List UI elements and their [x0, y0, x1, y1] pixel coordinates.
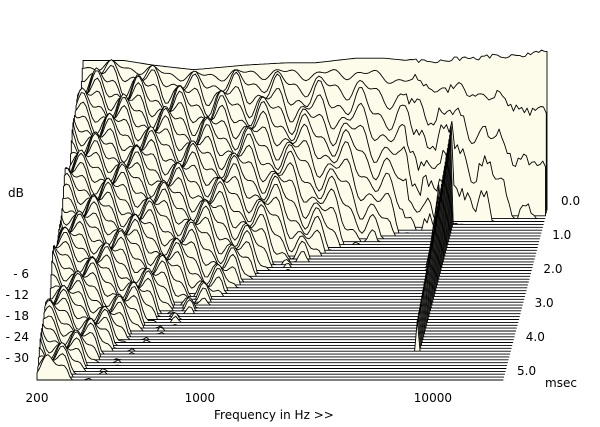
decay-slice [38, 342, 506, 372]
db-tick-label: - 6 [13, 267, 29, 281]
decay-slice [40, 332, 508, 367]
decay-slices [36, 49, 548, 381]
axis-ticks: - 6 - 12 - 18 - 24 - 30 200 1000 10000 0.0 1.0 2.0… [6, 194, 581, 405]
db-tick-label: - 24 [6, 330, 29, 344]
y-axis-label: dB [8, 186, 24, 200]
db-tick-label: - 12 [6, 288, 29, 302]
decay-slice [39, 338, 507, 369]
decay-slice [37, 353, 505, 378]
db-tick-label: - 30 [6, 351, 29, 365]
frequency-tick-label: 1000 [185, 391, 216, 405]
time-tick-label: 2.0 [543, 262, 562, 276]
db-tick-label: - 18 [6, 309, 29, 323]
time-tick-label: 3.0 [535, 296, 554, 310]
time-tick-label: 4.0 [526, 330, 545, 344]
decay-slice [36, 354, 504, 381]
time-tick-label: 5.0 [517, 364, 536, 378]
time-axis-unit-label: msec [545, 376, 577, 390]
time-tick-label: 1.0 [552, 228, 571, 242]
time-tick-label: 0.0 [561, 194, 580, 208]
frequency-tick-label: 10000 [414, 391, 452, 405]
decay-slice [42, 323, 509, 361]
decay-slice [59, 210, 526, 297]
decay-slice [38, 345, 505, 375]
decay-slice [41, 327, 508, 364]
x-axis-label: Frequency in Hz >> [214, 408, 334, 422]
frequency-tick-label: 200 [26, 391, 49, 405]
